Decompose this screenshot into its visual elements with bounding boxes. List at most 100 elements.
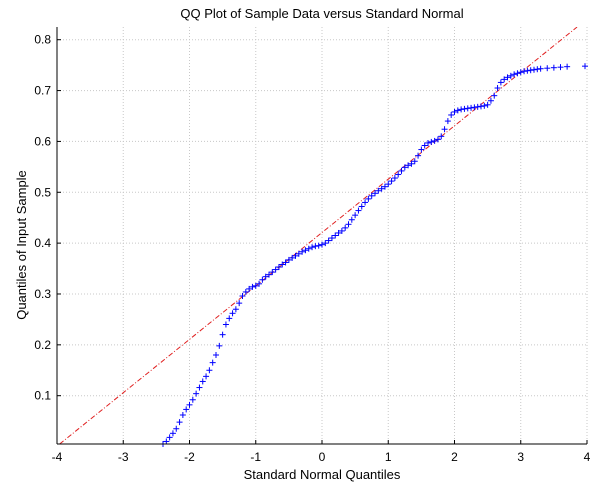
data-point: [355, 207, 362, 214]
data-point: [309, 244, 316, 251]
x-tick-label: 0: [319, 450, 326, 464]
data-point: [209, 359, 216, 366]
data-point: [183, 406, 190, 413]
data-point: [388, 178, 395, 185]
data-point: [256, 280, 263, 287]
data-point: [521, 68, 528, 75]
data-point: [557, 64, 564, 71]
y-tick-label: 0.2: [34, 338, 51, 352]
data-point: [428, 138, 435, 145]
data-point: [421, 142, 428, 149]
data-point: [378, 185, 385, 192]
data-point: [219, 331, 226, 338]
data-point: [362, 199, 369, 206]
data-point: [252, 282, 259, 289]
data-point: [474, 103, 481, 110]
data-point: [487, 97, 494, 104]
data-point: [203, 373, 210, 380]
data-point: [385, 181, 392, 188]
data-point: [381, 183, 388, 190]
data-point: [564, 63, 571, 70]
data-point: [438, 133, 445, 140]
y-tick-label: 0.7: [34, 84, 51, 98]
data-point: [511, 71, 518, 78]
data-point: [196, 384, 203, 391]
data-point: [582, 63, 589, 70]
x-tick-label: -3: [118, 450, 129, 464]
data-point: [468, 104, 475, 111]
data-point: [236, 300, 243, 307]
x-tick-label: 2: [451, 450, 458, 464]
data-point: [461, 105, 468, 112]
data-point: [464, 105, 471, 112]
data-point: [325, 237, 332, 244]
data-point: [365, 195, 372, 202]
data-point: [514, 70, 521, 77]
reference-line: [59, 27, 578, 444]
data-point: [179, 412, 186, 419]
data-point: [501, 76, 508, 83]
data-point: [537, 65, 544, 72]
data-point: [358, 203, 365, 210]
data-point: [418, 146, 425, 153]
data-point: [448, 111, 455, 118]
data-point: [199, 378, 206, 385]
data-point: [226, 315, 233, 322]
data-point: [275, 264, 282, 271]
data-point: [405, 162, 412, 169]
data-point: [425, 139, 431, 146]
data-point: [391, 175, 398, 182]
data-point: [229, 310, 236, 317]
data-point: [338, 227, 345, 234]
data-point: [434, 136, 441, 143]
data-point: [431, 137, 438, 144]
data-point: [534, 66, 541, 73]
data-point: [335, 229, 342, 236]
data-point: [550, 64, 557, 71]
data-point: [444, 118, 451, 125]
data-point: [507, 72, 514, 79]
data-point: [375, 187, 382, 194]
data-point: [451, 108, 458, 115]
data-point: [527, 67, 534, 74]
data-point: [415, 152, 422, 159]
data-point: [305, 245, 312, 252]
data-point: [491, 92, 498, 99]
data-point: [342, 224, 349, 231]
axes-layer: [56, 27, 588, 445]
data-point: [169, 430, 176, 437]
data-point: [279, 261, 286, 268]
y-axis-label: Quantiles of Input Sample: [14, 170, 29, 320]
data-point: [206, 367, 213, 374]
data-point: [262, 273, 269, 280]
data-point: [348, 216, 355, 223]
data-point: [401, 164, 408, 171]
data-point: [441, 126, 448, 133]
data-point: [272, 266, 279, 273]
data-point: [246, 285, 253, 292]
data-point: [368, 192, 375, 199]
data-point: [176, 419, 183, 426]
data-point: [216, 342, 223, 349]
data-points-layer: [160, 63, 589, 447]
data-point: [242, 288, 249, 295]
data-point: [166, 434, 173, 441]
y-tick-label: 0.6: [34, 134, 51, 148]
data-point: [282, 259, 289, 266]
x-tick-label: -1: [250, 450, 261, 464]
data-point: [222, 321, 229, 328]
x-tick-label: -2: [184, 450, 195, 464]
data-point: [322, 240, 329, 247]
data-point: [484, 101, 491, 108]
data-point: [398, 167, 405, 174]
data-point: [302, 247, 309, 254]
data-point: [189, 396, 196, 403]
data-point: [186, 401, 193, 408]
data-point: [494, 85, 501, 92]
data-point: [531, 66, 537, 73]
x-tick-label: -4: [52, 450, 63, 464]
data-point: [315, 242, 322, 249]
x-tick-label: 1: [385, 450, 392, 464]
data-point: [249, 283, 256, 290]
